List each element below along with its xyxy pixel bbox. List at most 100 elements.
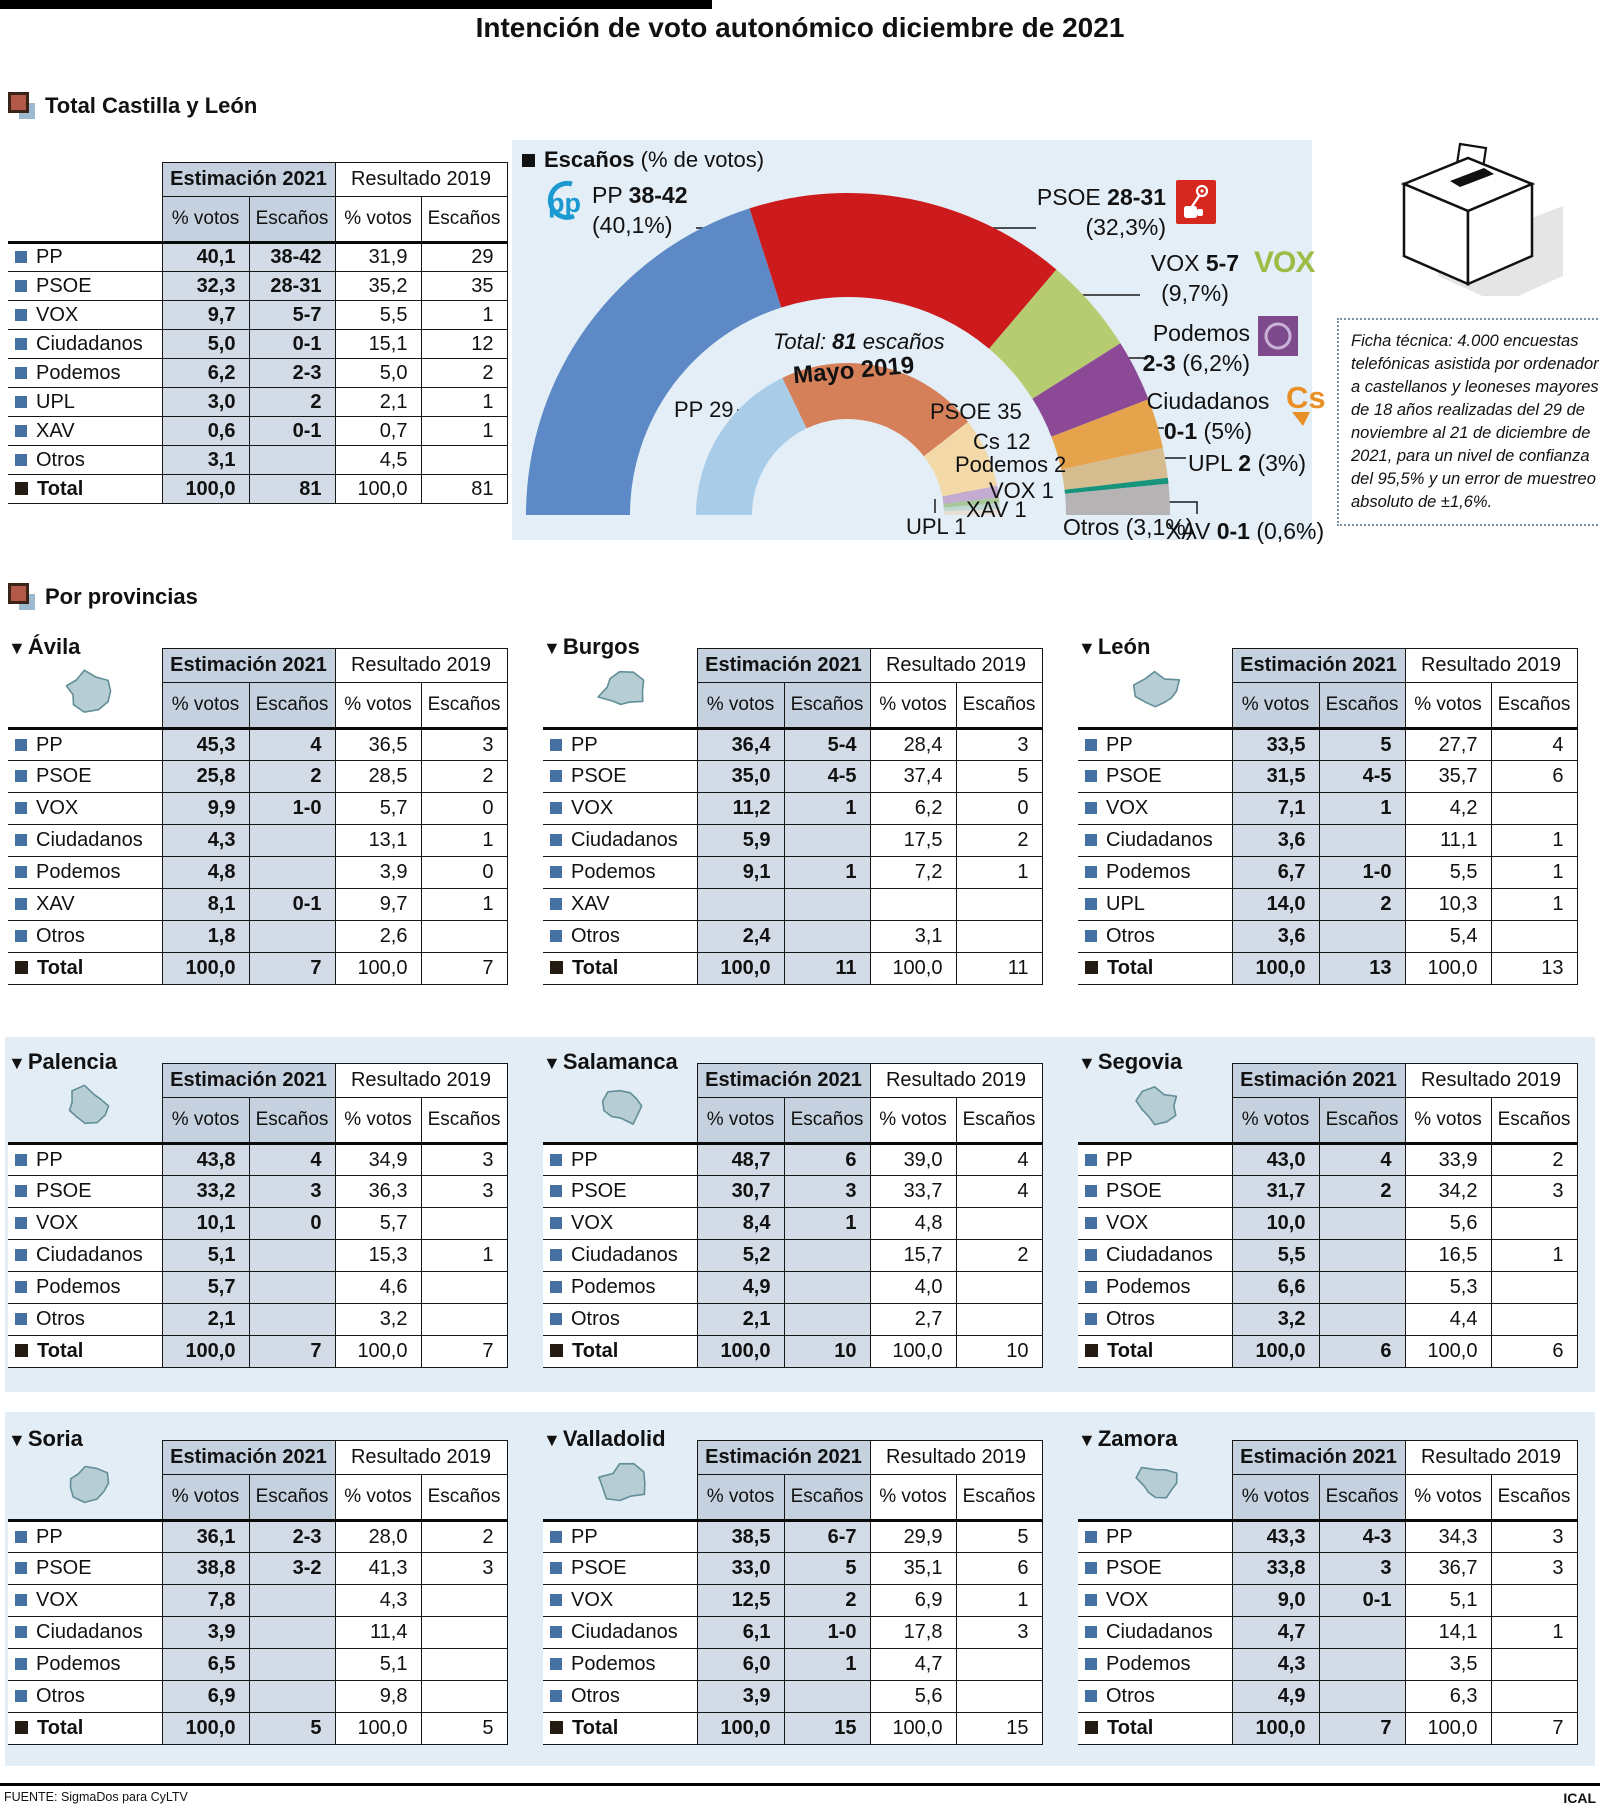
result-cell: 4,2 [1404, 792, 1492, 825]
province-title: ▼Burgos [543, 634, 640, 659]
province-title: ▼Palencia [8, 1049, 118, 1074]
estimate-cell [248, 1616, 336, 1649]
result-cell: 11,4 [334, 1616, 422, 1649]
table-row: Ciudadanos 4,7 14,1 1 [1078, 1616, 1578, 1649]
result-cell: 39,0 [869, 1142, 957, 1176]
row-bullet-square [1085, 1721, 1098, 1734]
estimate-cell: 0-1 [248, 888, 336, 921]
estimate-cell: 1,8 [161, 920, 250, 953]
table-row: VOX 10,1 0 5,7 [8, 1207, 508, 1240]
row-bullet-square [550, 1562, 562, 1574]
table-cell: PSOE [8, 760, 163, 793]
estimate-cell: 5-7 [248, 300, 336, 330]
table-cell: Total [1078, 1712, 1233, 1745]
row-bullet-square [1085, 1153, 1097, 1166]
result-cell: 3 [420, 1142, 508, 1176]
table-row: PSOE 35,0 4-5 37,4 5 [543, 760, 1043, 793]
estimate-cell: 2 [783, 1584, 871, 1617]
province-block-avila: ▼Ávila Estimación 2021 Resultado 2019% vo… [8, 632, 508, 992]
result-cell: 4,6 [334, 1271, 422, 1304]
svg-text:pp: pp [548, 188, 581, 218]
table-cell: Estimación 2021 [161, 648, 336, 683]
table-row: Ciudadanos 5,5 16,5 1 [1078, 1239, 1578, 1272]
table-cell: PSOE [8, 1175, 163, 1208]
party-label: Total [1107, 957, 1154, 979]
table-row: Ciudadanos 5,0 0-1 15,1 12 [8, 329, 508, 359]
table-cell: Resultado 2019 [334, 1063, 508, 1098]
result-cell: 1 [1490, 1616, 1578, 1649]
result-cell: 15,1 [334, 329, 422, 359]
result-cell: 13 [1490, 952, 1578, 985]
segment-estimación-2021-psoe [749, 192, 1057, 349]
table-cell: % votos [696, 1474, 785, 1521]
podemos-circle-logo [1258, 316, 1298, 356]
estimate-cell: 100,0 [161, 474, 250, 504]
segment-estimación-2021-xav [1064, 477, 1169, 494]
result-cell: 37,4 [869, 760, 957, 793]
table-row: PP 43,0 4 33,9 2 [1078, 1142, 1578, 1176]
party-label: PSOE [1106, 765, 1162, 787]
party-label: Ciudadanos [36, 1621, 143, 1643]
table-row: Ciudadanos 5,1 15,3 1 [8, 1239, 508, 1272]
row-bullet-square [1085, 961, 1098, 974]
table-row: Ciudadanos 3,9 11,4 [8, 1616, 508, 1649]
table-cell: Resultado 2019 [334, 162, 508, 197]
result-cell: 31,9 [334, 241, 422, 272]
chart-heading-rest: (% de votos) [634, 147, 765, 172]
table-row: PP 36,1 2-3 28,0 2 [8, 1519, 508, 1553]
table-cell: Escaños [248, 682, 336, 729]
estimate-cell: 33,5 [1231, 727, 1320, 761]
data-table-grid: Estimación 2021 Resultado 2019% votos Esca… [543, 1063, 1043, 1368]
table-cell: % votos Escaños% votos Escaños [8, 196, 508, 243]
estimate-cell [1318, 1271, 1406, 1304]
table-cell: Estimación 2021 [161, 1440, 336, 1475]
table-row: PP 48,7 6 39,0 4 [543, 1142, 1043, 1176]
estimate-cell: 5 [783, 1552, 871, 1585]
row-bullet-square [15, 1690, 27, 1702]
party-label: PSOE [1106, 1557, 1162, 1579]
table-cell: PSOE [543, 760, 698, 793]
estimate-cell: 6,2 [161, 358, 250, 388]
table-cell: % votos [161, 1097, 250, 1144]
estimate-cell: 4,8 [161, 856, 250, 889]
table-cell: Podemos [8, 1648, 163, 1681]
row-bullet-square [550, 1721, 563, 1734]
result-cell: 27,7 [1404, 727, 1492, 761]
table-cell: PSOE [8, 1552, 163, 1585]
black-square-icon [522, 154, 535, 167]
estimate-cell: 100,0 [161, 1335, 250, 1368]
party-label: Podemos [571, 861, 656, 883]
table-row: PP 45,3 4 36,5 3 [8, 727, 508, 761]
result-cell: 5 [955, 1519, 1043, 1553]
table-cell: % votos [1404, 1097, 1492, 1144]
table-cell: PP [1078, 1519, 1233, 1553]
table-cell: Escaños [955, 682, 1043, 729]
row-bullet-square [15, 424, 27, 437]
table-cell [8, 1064, 162, 1098]
row-bullet-square [15, 930, 27, 942]
table-cell: Otros [1078, 920, 1233, 953]
party-label: VOX [1106, 1589, 1149, 1611]
estimate-cell [783, 824, 871, 857]
data-table-grid: Estimación 2021 Resultado 2019% votos Esca… [1078, 1440, 1578, 1745]
result-cell: 15 [955, 1712, 1043, 1745]
estimate-cell [1318, 1239, 1406, 1272]
table-cell [8, 1098, 162, 1144]
table-cell: Total [8, 474, 163, 504]
result-cell: 4,3 [334, 1584, 422, 1617]
map-shape [68, 1084, 110, 1125]
estimate-cell: 3 [783, 1175, 871, 1208]
row-bullet-square [15, 1530, 27, 1543]
result-cell: 5,6 [869, 1680, 957, 1713]
row-bullet-square [550, 1185, 562, 1197]
row-bullet-square [15, 1344, 28, 1357]
table-cell [1078, 649, 1232, 683]
estimate-cell: 3,2 [1231, 1303, 1320, 1336]
row-bullet-square [15, 834, 27, 846]
table-cell: Ciudadanos [543, 1239, 698, 1272]
data-table-grid: Estimación 2021 Resultado 2019% votos Esca… [8, 648, 508, 985]
result-cell: 9,8 [334, 1680, 422, 1713]
table-cell: % votos [696, 1097, 785, 1144]
row-bullet-square [550, 961, 563, 974]
palencia-map-icon [68, 1084, 110, 1125]
